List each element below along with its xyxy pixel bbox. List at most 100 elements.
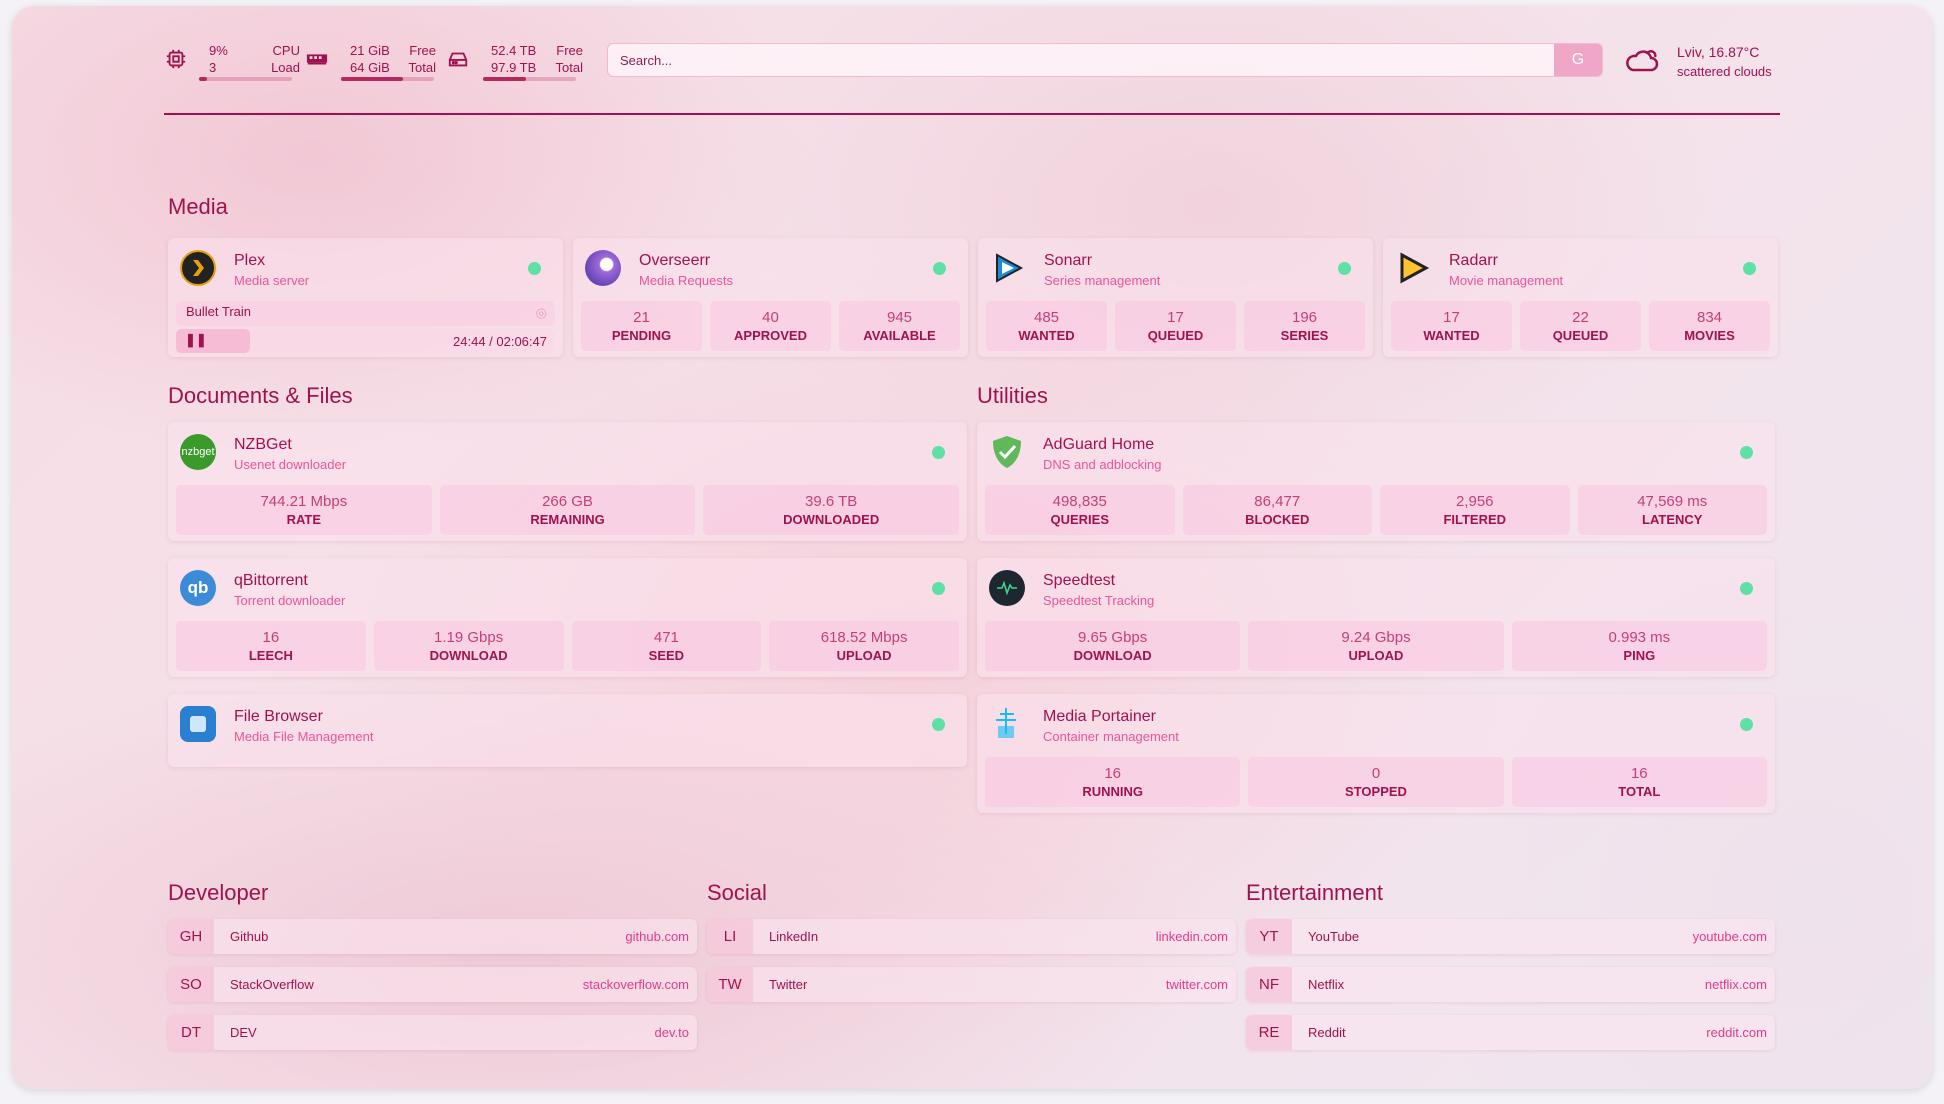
stat-block: 196 SERIES [1244, 301, 1365, 351]
sonarr-icon [990, 250, 1026, 286]
stat-value: 16 [262, 629, 280, 646]
stat-block: 834 MOVIES [1649, 301, 1770, 351]
service-card-overseerr[interactable]: Overseerr Media Requests 21 PENDING 40 APPR… [573, 238, 968, 357]
bookmark-youtube[interactable]: YT YouTube youtube.com [1246, 919, 1775, 954]
status-dot [933, 262, 946, 275]
bookmark-dev[interactable]: DT DEV dev.to [168, 1015, 697, 1050]
stat-block: 618.52 Mbps UPLOAD [769, 621, 959, 671]
search-input[interactable] [608, 52, 1554, 68]
bookmark-linkedin[interactable]: LI LinkedIn linkedin.com [707, 919, 1236, 954]
stat-label: PING [1623, 648, 1656, 663]
portainer-icon [989, 706, 1025, 742]
service-name: NZBGet [234, 436, 292, 453]
weather-temp: Lviv, 16.87°C [1677, 44, 1760, 60]
bookmark-name: Reddit [1308, 1025, 1346, 1040]
service-card-nzbget[interactable]: nzbget NZBGet Usenet downloader 744.21 M… [168, 422, 967, 541]
status-dot [1740, 582, 1753, 595]
bookmark-name: StackOverflow [230, 977, 314, 992]
file-browser-icon [180, 706, 216, 742]
stat-label: FILTERED [1443, 512, 1507, 527]
bookmark-url: reddit.com [1706, 1025, 1767, 1040]
stat-value: 1.19 Gbps [434, 629, 504, 646]
bookmark-name: Netflix [1308, 977, 1345, 992]
stat-label: DOWNLOAD [429, 648, 508, 663]
bookmark-stackoverflow[interactable]: SO StackOverflow stackoverflow.com [168, 967, 697, 1002]
cpu-value: 9% [209, 43, 228, 58]
cloud-icon [1626, 49, 1659, 72]
service-stats: 16 RUNNING 0 STOPPED 16 TOTAL [985, 757, 1767, 807]
service-description: Container management [1043, 729, 1179, 744]
stat-label: SEED [648, 648, 685, 663]
bookmark-twitter[interactable]: TW Twitter twitter.com [707, 967, 1236, 1002]
stat-label: APPROVED [734, 328, 807, 343]
stat-value: 86,477 [1254, 493, 1301, 510]
memory-total: 64 GiB [350, 60, 390, 75]
weather-widget[interactable]: Lviv, 16.87°C scattered clouds [1677, 43, 1772, 81]
stat-label: WANTED [1423, 328, 1480, 343]
memory-widget: 21 GiB 64 GiB Free Total [306, 42, 436, 76]
service-description: Movie management [1449, 273, 1564, 288]
disk-bar [483, 77, 576, 81]
total-label: Total [408, 60, 436, 75]
stream-icon: ◎ [535, 305, 547, 320]
stat-block: 1.19 Gbps DOWNLOAD [373, 621, 564, 671]
stat-label: DOWNLOAD [1073, 648, 1152, 663]
pause-icon[interactable]: ❚❚ [185, 332, 207, 347]
service-card-qbittorrent[interactable]: qb qBittorrent Torrent downloader 16 LEEC… [168, 558, 967, 677]
bookmark-reddit[interactable]: RE Reddit reddit.com [1246, 1015, 1775, 1050]
service-card-media-portainer[interactable]: Media Portainer Container management 16 R… [977, 694, 1775, 813]
service-stats: 17 WANTED 22 QUEUED 834 MOVIES [1391, 301, 1770, 351]
stat-value: 945 [886, 309, 913, 326]
stat-label: DOWNLOADED [783, 512, 880, 527]
stat-label: AVAILABLE [863, 328, 936, 343]
service-card-file-browser[interactable]: File Browser Media File Management [168, 694, 967, 767]
stat-value: 618.52 Mbps [820, 629, 908, 646]
search-engine-button[interactable]: G [1554, 44, 1602, 76]
bookmark-url: netflix.com [1704, 977, 1767, 992]
free-label: Free [409, 43, 436, 58]
service-name: Sonarr [1044, 252, 1093, 269]
bookmark-url: github.com [625, 929, 689, 944]
stat-value: 498,835 [1052, 493, 1107, 510]
stat-label: QUEUED [1552, 328, 1609, 343]
service-card-sonarr[interactable]: Sonarr Series management 485 WANTED 17 QUEU… [978, 238, 1373, 357]
playback-bar[interactable]: ❚❚ 24:44 / 02:06:47 [176, 329, 555, 353]
status-dot [932, 446, 945, 459]
service-name: File Browser [234, 708, 323, 725]
stat-label: PENDING [611, 328, 672, 343]
bookmark-abbr: GH [168, 919, 214, 954]
cpu-cores: 3 [209, 60, 217, 75]
stat-label: RUNNING [1082, 784, 1143, 799]
bookmark-name: Twitter [769, 977, 808, 992]
stat-label: STOPPED [1345, 784, 1407, 799]
weather-condition: scattered clouds [1677, 64, 1772, 79]
service-description: DNS and adblocking [1043, 457, 1162, 472]
bookmark-url: youtube.com [1692, 929, 1767, 944]
stat-label: QUEUED [1147, 328, 1204, 343]
now-playing: Bullet Train ◎ [176, 301, 555, 326]
memory-free: 21 GiB [350, 43, 390, 58]
memory-bar [341, 77, 434, 81]
stat-value: 17 [1167, 309, 1184, 326]
bookmark-url: twitter.com [1165, 977, 1228, 992]
stat-block: 40 APPROVED [710, 301, 831, 351]
service-description: Media File Management [234, 729, 374, 744]
speedtest-icon [989, 570, 1025, 606]
service-card-plex[interactable]: Plex Media server Bullet Train ◎ ❚❚ 24:4… [168, 238, 563, 357]
service-card-adguard-home[interactable]: AdGuard Home DNS and adblocking 498,835 Q… [977, 422, 1775, 541]
service-card-radarr[interactable]: Radarr Movie management 17 WANTED 22 QUEUED… [1383, 238, 1778, 357]
bookmark-abbr: LI [707, 919, 753, 954]
service-stats: 9.65 Gbps DOWNLOAD 9.24 Gbps UPLOAD 0.993 ms… [985, 621, 1767, 671]
service-name: Plex [234, 252, 266, 269]
bookmark-netflix[interactable]: NF Netflix netflix.com [1246, 967, 1775, 1002]
now-playing-title: Bullet Train [186, 304, 252, 319]
service-name: AdGuard Home [1043, 436, 1155, 453]
service-card-speedtest[interactable]: Speedtest Speedtest Tracking 9.65 Gbps DO… [977, 558, 1775, 677]
service-name: Speedtest [1043, 572, 1116, 589]
stat-block: 9.65 Gbps DOWNLOAD [985, 621, 1241, 671]
service-description: Media Requests [639, 273, 733, 288]
bookmark-github[interactable]: GH Github github.com [168, 919, 697, 954]
stat-label: QUERIES [1050, 512, 1109, 527]
status-dot [1743, 262, 1756, 275]
bookmark-abbr: RE [1246, 1015, 1292, 1050]
